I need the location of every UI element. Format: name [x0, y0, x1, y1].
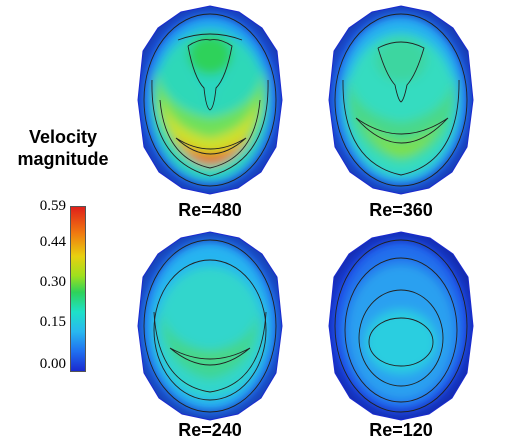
- contour-panel-re360: [329, 6, 473, 194]
- legend-title: Velocity magnitude: [2, 126, 124, 170]
- colorbar-tick: 0.59: [39, 198, 66, 214]
- colorbar-tick: 0.15: [39, 314, 66, 330]
- colorbar-tick: 0.44: [39, 234, 66, 250]
- panel-label-re360: Re=360: [369, 200, 433, 220]
- contour-panel-re480: [138, 6, 282, 194]
- panel-label-re480: Re=480: [178, 200, 242, 220]
- contour-panel-re120: [329, 232, 473, 420]
- panel-label-re240: Re=240: [178, 420, 242, 440]
- colorbar-tick: 0.00: [39, 356, 66, 372]
- panel-label-re120: Re=120: [369, 420, 433, 440]
- legend-title-line1: Velocity: [28, 127, 98, 147]
- contour-panel-re240: [138, 232, 282, 420]
- legend-title-line2: magnitude: [17, 149, 109, 169]
- colorbar-tick: 0.30: [39, 274, 66, 290]
- colorbar: [70, 206, 86, 372]
